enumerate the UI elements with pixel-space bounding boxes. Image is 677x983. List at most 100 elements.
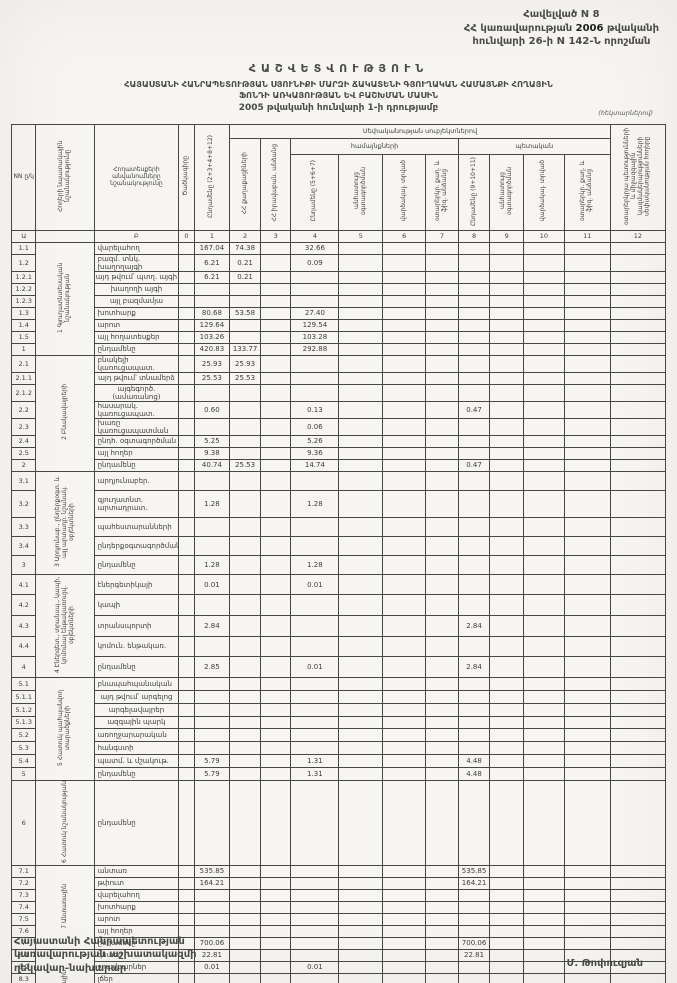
value-cell-c7 xyxy=(425,900,459,914)
value-cell-c9 xyxy=(489,573,524,596)
value-cell-c5 xyxy=(338,767,384,781)
value-cell-c12 xyxy=(609,470,667,491)
value-cell-c11 xyxy=(563,342,611,356)
value-cell-c6 xyxy=(382,728,427,743)
code-cell xyxy=(178,253,195,272)
value-cell-c9 xyxy=(489,253,524,272)
value-cell-c12 xyxy=(609,434,667,448)
value-cell-c1 xyxy=(193,715,231,730)
table-row: 1.4 արոտ 129.64 129.54 xyxy=(10,318,667,332)
value-cell-c10 xyxy=(523,270,565,284)
table-row: 3 ընդամենը 1.28 1.28 xyxy=(10,554,667,575)
value-cell-c1: 535.85 xyxy=(193,864,231,878)
value-cell-c5 xyxy=(338,434,384,448)
value-cell-c4: 0.09 xyxy=(290,253,340,272)
value-cell-c9 xyxy=(489,888,524,902)
land-type-name-cell: այլ բազմամյա xyxy=(93,294,180,308)
table-row: 5.1 5 Հատուկ պահպանվող տարածքների բնապահպա… xyxy=(10,676,667,781)
value-cell-c10 xyxy=(523,535,565,556)
value-cell-c3 xyxy=(259,470,292,491)
value-cell-c4 xyxy=(290,779,340,866)
value-cell-c1: 25.93 xyxy=(193,354,231,373)
value-cell-c9 xyxy=(489,702,524,717)
value-cell-c12 xyxy=(609,241,667,255)
land-type-name-cell: տրանսպորտի xyxy=(93,615,180,637)
land-type-name-cell: ընդհ. օգտագործման xyxy=(93,434,180,448)
header-c9: անհատույց օգտագործման xyxy=(489,154,524,231)
value-cell-c8 xyxy=(457,960,491,974)
value-cell-c2 xyxy=(229,615,261,637)
signature-name: Մ. Թոփուզյան xyxy=(566,958,643,969)
value-cell-c8 xyxy=(457,741,491,756)
value-cell-c5 xyxy=(338,912,384,926)
value-cell-c3 xyxy=(259,715,292,730)
value-cell-c7 xyxy=(425,434,459,448)
value-cell-c9 xyxy=(489,741,524,756)
value-cell-c8 xyxy=(457,635,491,658)
header-landtype-name: Հողատեսքերի անվանումները նշանակությունը xyxy=(93,124,180,231)
land-type-name-cell: ընդամենը xyxy=(93,458,180,472)
land-type-name-cell: խաղողի այգի xyxy=(93,282,180,296)
value-cell-c1: 9.38 xyxy=(193,446,231,460)
value-cell-c6 xyxy=(382,354,427,373)
value-cell-c1: 6.21 xyxy=(193,253,231,272)
row-number-cell: 7.2 xyxy=(10,876,37,890)
value-cell-c1: 0.60 xyxy=(193,400,231,419)
row-number-cell: 5.3 xyxy=(10,741,37,756)
value-cell-c2 xyxy=(229,728,261,743)
code-cell xyxy=(178,383,195,402)
value-cell-c4 xyxy=(290,888,340,902)
value-cell-c8: 2.84 xyxy=(457,615,491,637)
code-cell xyxy=(178,282,195,296)
value-cell-c8 xyxy=(457,470,491,491)
value-cell-c10 xyxy=(523,253,565,272)
value-cell-c11 xyxy=(563,888,611,902)
land-type-name-cell: առողջարարական xyxy=(93,728,180,743)
row-number-cell: 2.4 xyxy=(10,434,37,448)
value-cell-c2 xyxy=(229,948,261,962)
value-cell-c4 xyxy=(290,948,340,962)
value-cell-c10 xyxy=(523,400,565,419)
value-cell-c7 xyxy=(425,400,459,419)
value-cell-c8 xyxy=(457,689,491,704)
value-cell-c7 xyxy=(425,779,459,866)
value-cell-c1: 5.79 xyxy=(193,754,231,769)
title-line2: ՖՈՆԴԻ ԱՌԿԱՅՈՒԹՅԱՆ ԵՎ ԲԱՇԽՄԱՆ ՄԱՍԻՆ xyxy=(238,90,439,100)
value-cell-c7 xyxy=(425,864,459,878)
value-cell-c4 xyxy=(290,728,340,743)
value-cell-c2 xyxy=(229,470,261,491)
value-cell-c9 xyxy=(489,458,524,472)
value-cell-c1: 2.84 xyxy=(193,615,231,637)
value-cell-c3 xyxy=(259,972,292,983)
value-cell-c7 xyxy=(425,371,459,385)
value-cell-c3 xyxy=(259,270,292,284)
code-cell xyxy=(178,417,195,436)
value-cell-c1 xyxy=(193,594,231,617)
value-cell-c7 xyxy=(425,715,459,730)
table-row: 1.2.2 խաղողի այգի xyxy=(10,282,667,296)
value-cell-c5 xyxy=(338,615,384,637)
value-cell-c10 xyxy=(523,417,565,436)
value-cell-c1: 164.21 xyxy=(193,876,231,890)
value-cell-c4 xyxy=(290,972,340,983)
value-cell-c12 xyxy=(609,888,667,902)
value-cell-c3 xyxy=(259,876,292,890)
value-cell-c11 xyxy=(563,306,611,320)
value-cell-c3 xyxy=(259,888,292,902)
value-cell-c11 xyxy=(563,354,611,373)
table-row: 3.3 պահեստարանների xyxy=(10,516,667,537)
value-cell-c1 xyxy=(193,900,231,914)
value-cell-c12 xyxy=(609,417,667,436)
value-cell-c5 xyxy=(338,741,384,756)
code-cell xyxy=(178,400,195,419)
value-cell-c4 xyxy=(290,282,340,296)
value-cell-c7 xyxy=(425,470,459,491)
value-cell-c10 xyxy=(523,924,565,938)
table-row: 5.4 պատմ. և մշակութ. 5.79 1.31 4.48 xyxy=(10,754,667,769)
value-cell-c10 xyxy=(523,972,565,983)
value-cell-c6 xyxy=(382,516,427,537)
value-cell-c11 xyxy=(563,924,611,938)
value-cell-c10 xyxy=(523,876,565,890)
code-cell xyxy=(178,241,195,255)
value-cell-c6 xyxy=(382,554,427,575)
